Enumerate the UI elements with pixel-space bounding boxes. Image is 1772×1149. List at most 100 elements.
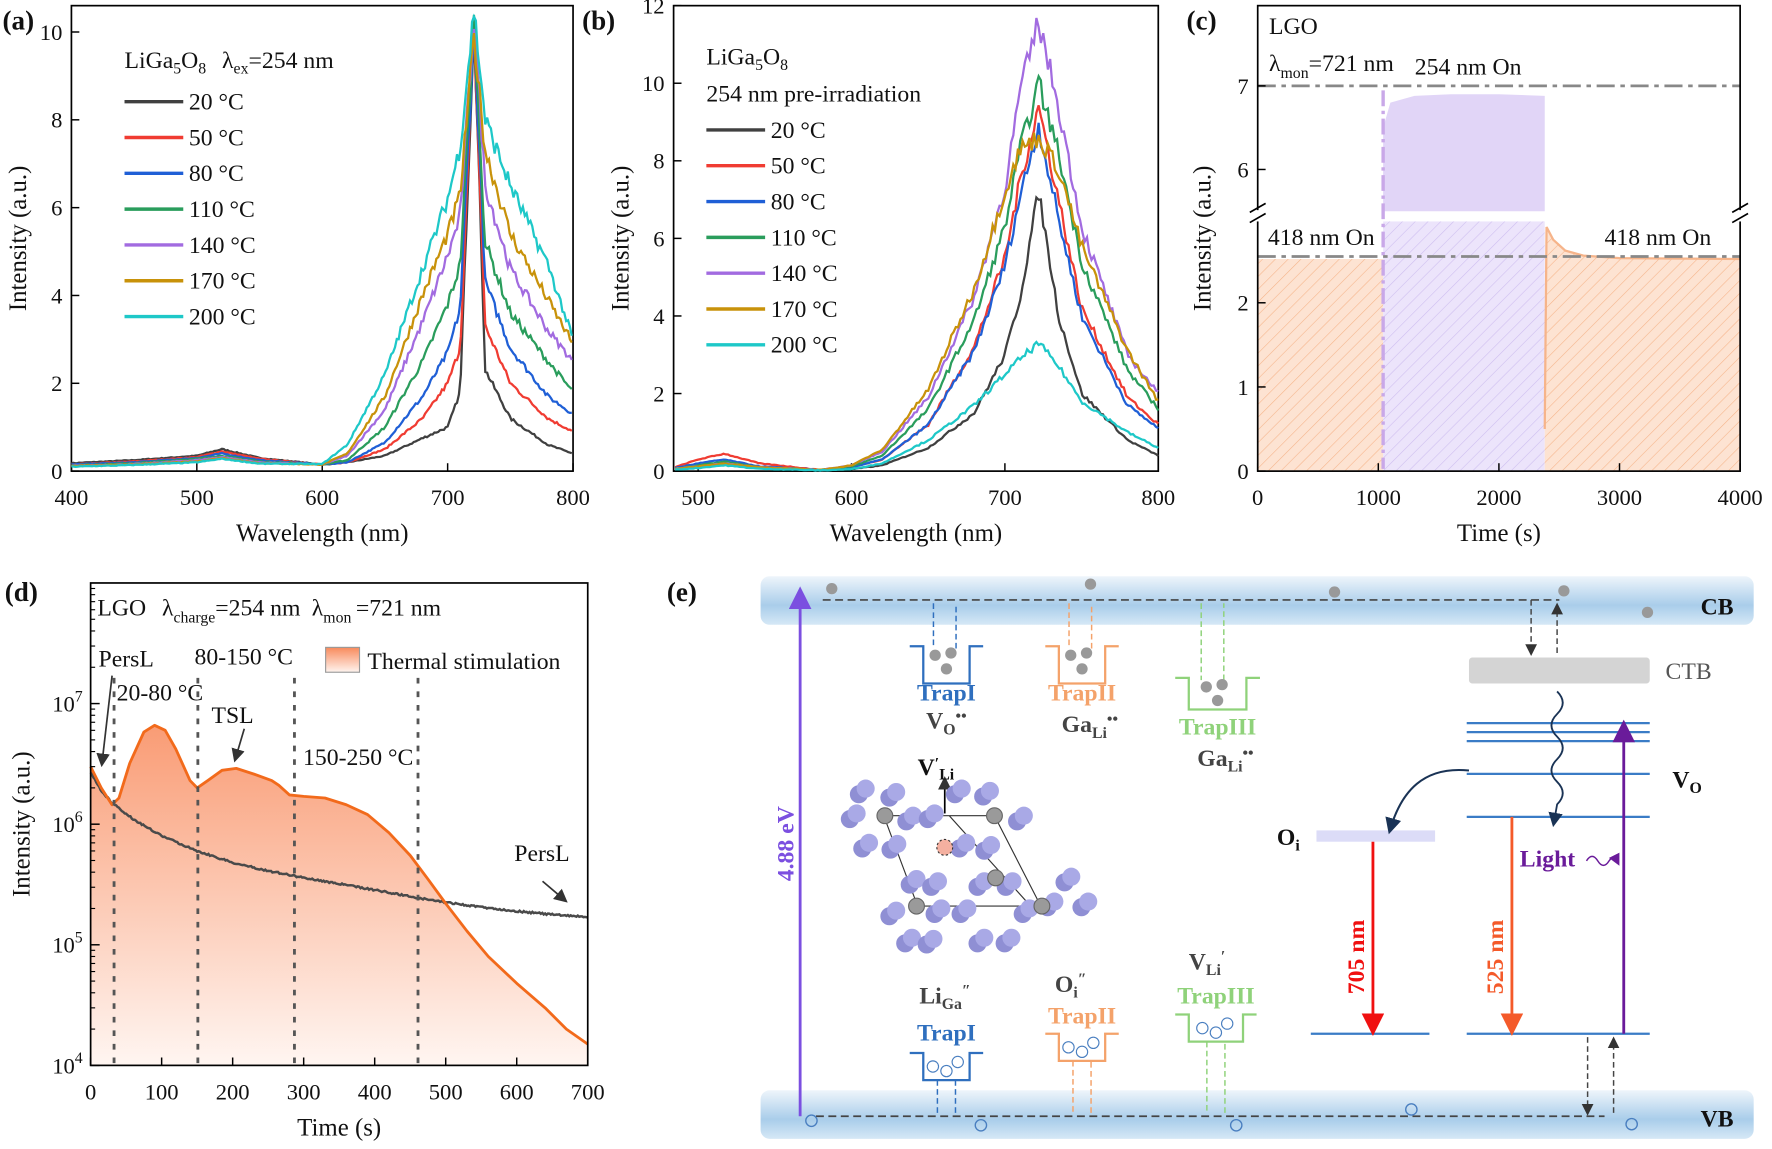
- oxygen-atom: [957, 833, 976, 852]
- valence-band: [760, 1090, 1754, 1139]
- oxygen-atom: [924, 929, 943, 948]
- oxygen-atom: [907, 869, 926, 889]
- chart-b-xlabel: Wavelength (nm): [830, 520, 1003, 547]
- y-tick-label: 4: [51, 283, 62, 308]
- chart-a-frame: [70, 4, 574, 472]
- x-tick-label: 400: [358, 1079, 392, 1104]
- line-418nm-after: [1543, 226, 1741, 430]
- trap-label: TrapI: [917, 680, 976, 706]
- trapped-hole: [1209, 1026, 1223, 1039]
- tsl-arrow: [231, 728, 246, 763]
- chart-d-persl-right: PersL: [514, 841, 569, 867]
- chart-a: 400 500 600 700 800 0 2 4 6 8 10 Wavelength (nm) Int…: [5, 4, 590, 547]
- y-tick-label: 4: [653, 304, 664, 329]
- y-tick-label: 0: [51, 459, 62, 484]
- area-418nm-before: [1257, 259, 1384, 472]
- x-tick-label: 800: [556, 485, 590, 510]
- axis-break-mark: [1731, 212, 1749, 224]
- trapped-hole: [951, 1055, 964, 1069]
- oxygen-atom: [928, 872, 948, 891]
- x-tick-label: 3000: [1597, 485, 1642, 510]
- axis-break-mark: [1249, 202, 1267, 214]
- y-tick-label: 2: [51, 371, 62, 396]
- trapped-electron: [1200, 681, 1212, 693]
- oxygen-atom: [1003, 872, 1022, 891]
- gallium-atom: [987, 869, 1005, 887]
- trap-defect-label: GaLi••: [1197, 745, 1253, 776]
- panel-label-e: (e): [667, 577, 697, 607]
- y-tick-label: 1: [1237, 375, 1248, 400]
- oxygen-atom: [887, 901, 906, 920]
- trap-well-lower: [1045, 1032, 1119, 1063]
- oxygen-atom: [952, 779, 971, 798]
- series-line-140C: [71, 28, 573, 468]
- oi-label: Oi: [1277, 825, 1300, 855]
- chart-d-persl-label: PersL: [99, 647, 154, 673]
- hole-circles: [805, 1103, 1638, 1132]
- y-tick-label: 2: [1237, 291, 1248, 316]
- chart-d: 0 100 200 300 400 500 600 700 104 105 106 107 Time (…: [9, 582, 605, 1141]
- oxygen-atom: [958, 899, 977, 918]
- y-tick-label: 6: [1237, 157, 1248, 182]
- oi-level: [1316, 830, 1436, 842]
- trap-defect-label: GaLi••: [1062, 711, 1118, 742]
- trapped-electron: [929, 649, 941, 661]
- trapped-hole: [1075, 1045, 1089, 1059]
- chart-c: 0 1000 2000 3000 4000 0 1 2 6 7 Time (s) Intensity …: [1189, 4, 1763, 547]
- ctb-label: CTB: [1666, 659, 1712, 685]
- chart-c-418-on-right: 418 nm On: [1605, 225, 1712, 251]
- chart-b-ylabel: Intensity (a.u.): [607, 166, 634, 312]
- legend-label: 20 °C: [771, 118, 826, 144]
- structure-vli-label: V′Li: [918, 755, 955, 784]
- bandgap-label: 4.88 eV: [773, 806, 799, 881]
- x-tick-label: 500: [429, 1079, 463, 1104]
- persl-curve: [89, 771, 589, 919]
- series-line-170C: [71, 32, 573, 468]
- chart-c-418-on-left: 418 nm On: [1268, 225, 1375, 251]
- trap-label: TrapII: [1048, 680, 1116, 706]
- x-tick-label: 0: [85, 1079, 96, 1104]
- trapped-hole: [1087, 1036, 1100, 1050]
- axis-break-gap: [1736, 210, 1744, 222]
- legend-label: 200 °C: [771, 333, 838, 359]
- trap-label: TrapII: [1048, 1004, 1116, 1030]
- light-label: Light: [1520, 847, 1575, 873]
- x-tick-label: 600: [500, 1079, 534, 1104]
- vb-label: VB: [1701, 1106, 1734, 1132]
- y-tick-label: 2: [653, 381, 664, 406]
- x-tick-label: 800: [1141, 485, 1175, 510]
- chart-c-lambda: λmon=721 nm: [1269, 51, 1394, 82]
- energy-diagram: CB VB 4.88 eV CTB VO Oi 705 nm 525 nm Li…: [760, 576, 1754, 1139]
- area-254nm-lower: [1383, 221, 1545, 472]
- panel-label-b: (b): [582, 5, 615, 35]
- axis-break-mark: [1731, 202, 1749, 214]
- x-tick-label: 400: [54, 485, 88, 510]
- chart-c-ylabel: Intensity (a.u.): [1189, 166, 1216, 312]
- thermal-stimulation-curve: [89, 723, 589, 1046]
- series-line-20C: [70, 30, 573, 466]
- legend-label: 140 °C: [771, 261, 838, 287]
- legend-label: 140 °C: [189, 233, 256, 259]
- 705nm-label: 705 nm: [1344, 920, 1370, 995]
- oxygen-atom: [847, 804, 866, 823]
- trapped-hole: [1196, 1021, 1209, 1035]
- relaxation-wavy-arrow: [1548, 690, 1564, 828]
- lithium-vacancy: [936, 838, 954, 856]
- series-line-200C: [675, 340, 1159, 472]
- oxygen-atom: [1014, 806, 1033, 825]
- y-tick-label: 10: [642, 71, 665, 96]
- oxygen-atom: [1062, 867, 1081, 886]
- oxygen-atom: [856, 779, 875, 798]
- chart-c-xlabel: Time (s): [1457, 520, 1541, 547]
- legend-swatch-thermal: [325, 646, 361, 673]
- chart-b-annotation: LiGa5O8: [706, 44, 788, 74]
- x-tick-label: 100: [145, 1079, 179, 1104]
- y-tick-label: 7: [1237, 74, 1248, 99]
- x-tick-label: 200: [216, 1079, 250, 1104]
- oxygen-atom: [982, 836, 1001, 855]
- x-tick-label: 700: [988, 485, 1022, 510]
- series-line-50C: [674, 104, 1160, 472]
- oxygen-atom: [932, 899, 951, 918]
- 525nm-label: 525 nm: [1483, 920, 1509, 995]
- trapped-electron: [1216, 679, 1228, 691]
